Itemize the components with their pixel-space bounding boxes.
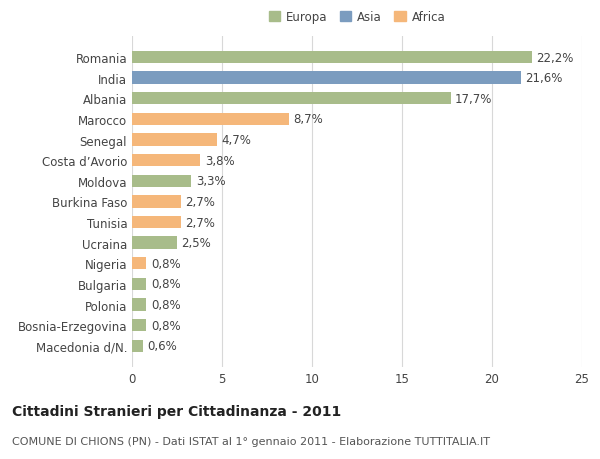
Text: 0,8%: 0,8% bbox=[151, 298, 181, 311]
Text: 0,8%: 0,8% bbox=[151, 278, 181, 291]
Bar bbox=[132, 319, 146, 331]
Bar bbox=[132, 299, 146, 311]
Legend: Europa, Asia, Africa: Europa, Asia, Africa bbox=[264, 6, 450, 28]
Text: COMUNE DI CHIONS (PN) - Dati ISTAT al 1° gennaio 2011 - Elaborazione TUTTITALIA.: COMUNE DI CHIONS (PN) - Dati ISTAT al 1°… bbox=[12, 436, 490, 446]
Bar bbox=[132, 73, 521, 84]
Bar bbox=[132, 278, 146, 291]
Text: 4,7%: 4,7% bbox=[221, 134, 251, 147]
Text: 2,7%: 2,7% bbox=[185, 216, 215, 229]
Text: Cittadini Stranieri per Cittadinanza - 2011: Cittadini Stranieri per Cittadinanza - 2… bbox=[12, 404, 341, 418]
Text: 3,8%: 3,8% bbox=[205, 154, 235, 167]
Text: 0,6%: 0,6% bbox=[148, 340, 177, 353]
Bar bbox=[132, 134, 217, 146]
Text: 17,7%: 17,7% bbox=[455, 93, 493, 106]
Bar bbox=[132, 155, 200, 167]
Text: 3,3%: 3,3% bbox=[196, 175, 226, 188]
Bar bbox=[132, 52, 532, 64]
Bar bbox=[132, 93, 451, 105]
Text: 22,2%: 22,2% bbox=[536, 51, 574, 64]
Bar bbox=[132, 216, 181, 229]
Text: 21,6%: 21,6% bbox=[526, 72, 563, 85]
Text: 2,7%: 2,7% bbox=[185, 196, 215, 208]
Text: 2,5%: 2,5% bbox=[182, 237, 211, 250]
Text: 0,8%: 0,8% bbox=[151, 319, 181, 332]
Bar bbox=[132, 340, 143, 352]
Bar bbox=[132, 113, 289, 126]
Bar bbox=[132, 237, 177, 249]
Text: 8,7%: 8,7% bbox=[293, 113, 323, 126]
Text: 0,8%: 0,8% bbox=[151, 257, 181, 270]
Bar bbox=[132, 175, 191, 188]
Bar bbox=[132, 196, 181, 208]
Bar bbox=[132, 257, 146, 270]
